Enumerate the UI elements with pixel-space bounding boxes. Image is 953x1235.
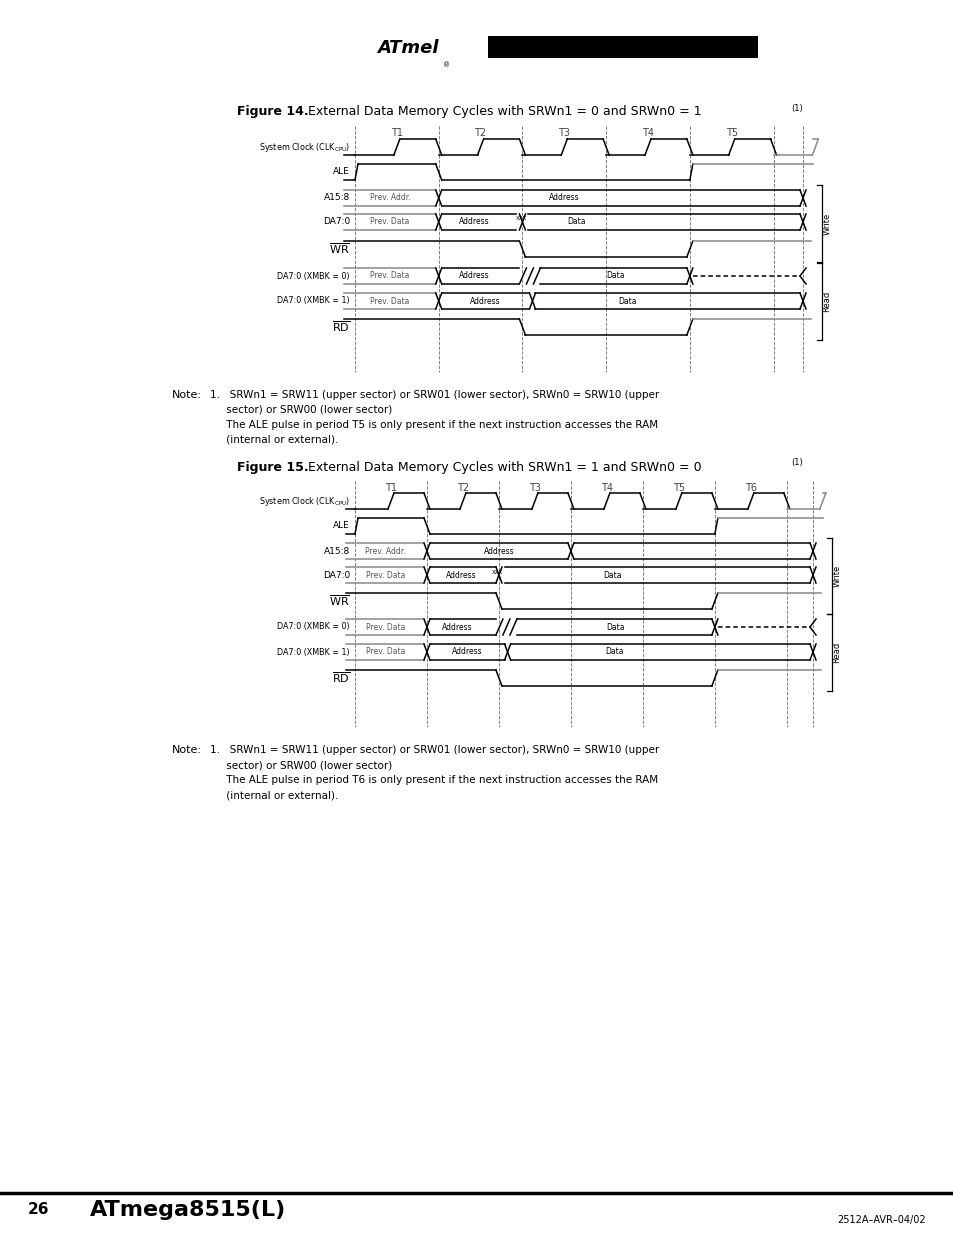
Text: T1: T1 [391,128,402,138]
Text: DA7:0 (XMBK = 0): DA7:0 (XMBK = 0) [277,272,350,280]
Text: The ALE pulse in period T5 is only present if the next instruction accesses the : The ALE pulse in period T5 is only prese… [210,420,658,430]
Text: XXX: XXX [516,216,526,221]
Text: Data: Data [603,571,621,579]
Text: XXX: XXX [492,569,503,574]
Text: ALE: ALE [333,521,350,531]
Text: $\overline{\rm RD}$: $\overline{\rm RD}$ [332,671,350,685]
Text: ®: ® [443,62,450,68]
Text: Data: Data [618,296,636,305]
Text: DA7:0 (XMBK = 1): DA7:0 (XMBK = 1) [277,647,350,657]
Text: Note:: Note: [172,745,202,755]
Text: $\overline{\rm RD}$: $\overline{\rm RD}$ [332,320,350,335]
Text: Address: Address [483,547,514,556]
Text: Address: Address [548,194,579,203]
Text: sector) or SRW00 (lower sector): sector) or SRW00 (lower sector) [210,760,392,769]
Text: Address: Address [458,272,489,280]
Text: Figure 15.: Figure 15. [236,461,309,473]
Text: The ALE pulse in period T6 is only present if the next instruction accesses the : The ALE pulse in period T6 is only prese… [210,776,658,785]
Text: Prev. Data: Prev. Data [365,571,404,579]
Bar [488,36,758,58]
Text: sector) or SRW00 (lower sector): sector) or SRW00 (lower sector) [210,405,392,415]
Text: Prev. Addr.: Prev. Addr. [370,194,410,203]
Text: Read: Read [832,642,841,663]
Text: ALE: ALE [333,168,350,177]
Text: Prev. Data: Prev. Data [365,622,404,631]
Text: Write: Write [821,212,831,235]
Text: Note:: Note: [172,390,202,400]
Text: T4: T4 [600,483,612,493]
Text: T1: T1 [385,483,396,493]
Text: External Data Memory Cycles with SRWn1 = 1 and SRWn0 = 0: External Data Memory Cycles with SRWn1 =… [299,461,700,473]
Text: Prev. Data: Prev. Data [370,296,410,305]
Text: A15:8: A15:8 [323,194,350,203]
Text: T5: T5 [672,483,684,493]
Text: 26: 26 [28,1203,50,1218]
Text: (internal or external).: (internal or external). [210,435,338,445]
Text: T3: T3 [558,128,570,138]
Text: DA7:0: DA7:0 [322,217,350,226]
Text: Address: Address [446,571,476,579]
Text: 1.   SRWn1 = SRW11 (upper sector) or SRW01 (lower sector), SRWn0 = SRW10 (upper: 1. SRWn1 = SRW11 (upper sector) or SRW01… [210,745,659,755]
Text: $\overline{\rm WR}$: $\overline{\rm WR}$ [329,242,350,257]
Text: ATmel: ATmel [376,40,438,57]
Text: Write: Write [832,564,841,587]
Text: (1): (1) [790,104,801,112]
Text: Address: Address [452,647,482,657]
Text: External Data Memory Cycles with SRWn1 = 0 and SRWn0 = 1: External Data Memory Cycles with SRWn1 =… [299,105,700,119]
Text: Prev. Data: Prev. Data [370,272,410,280]
Text: ATmega8515(L): ATmega8515(L) [90,1200,286,1220]
Text: DA7:0 (XMBK = 1): DA7:0 (XMBK = 1) [277,296,350,305]
Text: Read: Read [821,291,831,312]
Text: Address: Address [441,622,472,631]
Text: DA7:0 (XMBK = 0): DA7:0 (XMBK = 0) [277,622,350,631]
Text: T2: T2 [474,128,486,138]
Text: Data: Data [604,647,623,657]
Text: T5: T5 [725,128,737,138]
Text: Prev. Data: Prev. Data [370,217,410,226]
Text: System Clock (CLK$_{\rm CPU}$): System Clock (CLK$_{\rm CPU}$) [258,494,350,508]
Text: A15:8: A15:8 [323,547,350,556]
Text: T3: T3 [528,483,540,493]
Text: T6: T6 [744,483,756,493]
Text: DA7:0: DA7:0 [322,571,350,579]
Text: (1): (1) [790,458,801,468]
Text: Figure 14.: Figure 14. [236,105,309,119]
Text: Data: Data [567,217,585,226]
Text: Prev. Data: Prev. Data [365,647,404,657]
Text: 1.   SRWn1 = SRW11 (upper sector) or SRW01 (lower sector), SRWn0 = SRW10 (upper: 1. SRWn1 = SRW11 (upper sector) or SRW01… [210,390,659,400]
Text: $\overline{\rm WR}$: $\overline{\rm WR}$ [329,594,350,609]
Text: Data: Data [605,272,623,280]
Text: Prev. Addr.: Prev. Addr. [365,547,405,556]
Text: T2: T2 [456,483,469,493]
Text: Data: Data [606,622,624,631]
Text: System Clock (CLK$_{\rm CPU}$): System Clock (CLK$_{\rm CPU}$) [258,141,350,153]
Text: Address: Address [470,296,500,305]
Text: (internal or external).: (internal or external). [210,790,338,800]
Text: 2512A–AVR–04/02: 2512A–AVR–04/02 [837,1215,925,1225]
Text: T4: T4 [641,128,654,138]
Text: Address: Address [458,217,489,226]
